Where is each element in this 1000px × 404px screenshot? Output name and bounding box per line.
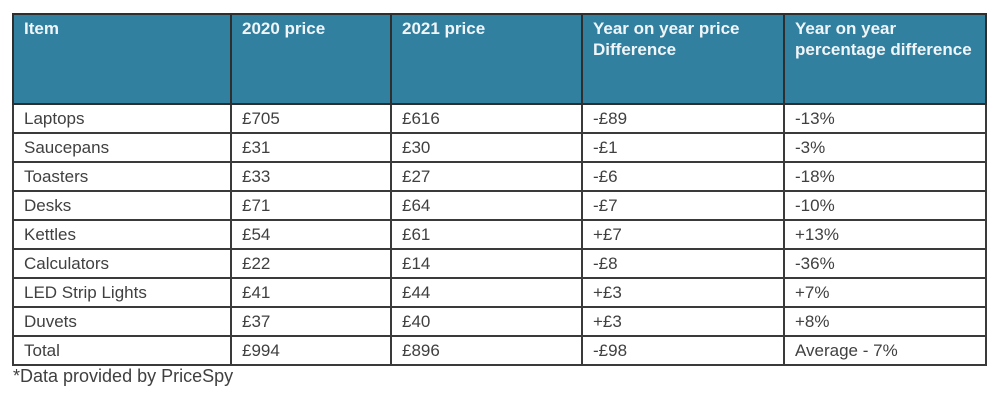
table-cell: -£8 — [581, 248, 785, 279]
table-cell: -£89 — [581, 103, 785, 134]
table-cell: +£7 — [581, 219, 785, 250]
table-cell: Average - 7% — [783, 335, 987, 366]
table-cell: +8% — [783, 306, 987, 337]
table-body: Laptops £705 £616 -£89 -13% Saucepans £31 £30 -£… — [12, 103, 987, 366]
table-cell: Kettles — [12, 219, 232, 250]
price-comparison-table: Item 2020 price 2021 price Year on year … — [12, 13, 987, 366]
table-cell: Calculators — [12, 248, 232, 279]
table-row: Toasters £33 £27 -£6 -18% — [12, 161, 987, 192]
table-cell: £27 — [390, 161, 583, 192]
table-cell: £616 — [390, 103, 583, 134]
table-cell: -£98 — [581, 335, 785, 366]
table-cell: -13% — [783, 103, 987, 134]
table-cell: +13% — [783, 219, 987, 250]
table-cell: -£6 — [581, 161, 785, 192]
table-cell: Duvets — [12, 306, 232, 337]
table-cell: £705 — [230, 103, 392, 134]
table-row: Saucepans £31 £30 -£1 -3% — [12, 132, 987, 163]
table-row: Calculators £22 £14 -£8 -36% — [12, 248, 987, 279]
table-cell: £44 — [390, 277, 583, 308]
column-header-price-difference: Year on year price Difference — [581, 13, 785, 105]
table-cell: +7% — [783, 277, 987, 308]
table-cell: -10% — [783, 190, 987, 221]
table-cell: Saucepans — [12, 132, 232, 163]
table-cell: £994 — [230, 335, 392, 366]
table-cell: £37 — [230, 306, 392, 337]
table-cell: £22 — [230, 248, 392, 279]
table-cell: -18% — [783, 161, 987, 192]
table-row: Duvets £37 £40 +£3 +8% — [12, 306, 987, 337]
table-cell: £30 — [390, 132, 583, 163]
table-cell: -£7 — [581, 190, 785, 221]
table-cell: £61 — [390, 219, 583, 250]
table-row: Laptops £705 £616 -£89 -13% — [12, 103, 987, 134]
column-header-2021-price: 2021 price — [390, 13, 583, 105]
table-cell: £33 — [230, 161, 392, 192]
table-row: LED Strip Lights £41 £44 +£3 +7% — [12, 277, 987, 308]
table-cell: £14 — [390, 248, 583, 279]
header-row: Item 2020 price 2021 price Year on year … — [12, 13, 987, 105]
column-header-item: Item — [12, 13, 232, 105]
footnote: *Data provided by PriceSpy — [13, 366, 234, 386]
table-row: Kettles £54 £61 +£7 +13% — [12, 219, 987, 250]
table-cell: -3% — [783, 132, 987, 163]
table-cell: +£3 — [581, 277, 785, 308]
table-cell: Laptops — [12, 103, 232, 134]
table-cell: Toasters — [12, 161, 232, 192]
table-cell: £71 — [230, 190, 392, 221]
table-cell: -36% — [783, 248, 987, 279]
table-cell: -£1 — [581, 132, 785, 163]
table-row: Desks £71 £64 -£7 -10% — [12, 190, 987, 221]
table-cell: Desks — [12, 190, 232, 221]
table-cell: LED Strip Lights — [12, 277, 232, 308]
table-row: Total £994 £896 -£98 Average - 7% — [12, 335, 987, 366]
column-header-2020-price: 2020 price — [230, 13, 392, 105]
table-cell: Total — [12, 335, 232, 366]
table-cell: £896 — [390, 335, 583, 366]
table-cell: £54 — [230, 219, 392, 250]
table-cell: £40 — [390, 306, 583, 337]
column-header-percentage-difference: Year on year percentage difference — [783, 13, 987, 105]
table-cell: £31 — [230, 132, 392, 163]
table-cell: +£3 — [581, 306, 785, 337]
table-cell: £64 — [390, 190, 583, 221]
table-cell: £41 — [230, 277, 392, 308]
table-header: Item 2020 price 2021 price Year on year … — [12, 13, 987, 105]
